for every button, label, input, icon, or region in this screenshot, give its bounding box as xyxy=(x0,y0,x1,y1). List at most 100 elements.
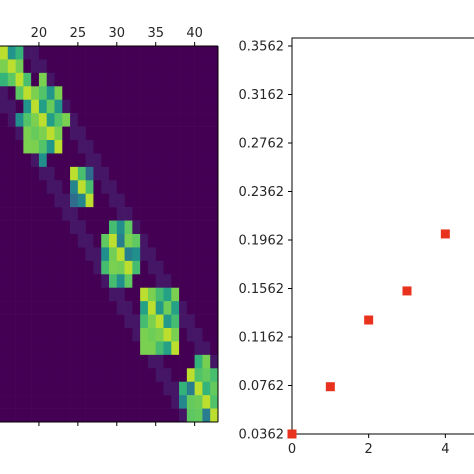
heatmap-cell xyxy=(147,59,157,74)
heatmap-cell xyxy=(46,234,55,248)
heatmap-cell xyxy=(124,354,133,369)
heatmap-cell xyxy=(101,368,110,383)
heatmap-cell xyxy=(38,341,48,356)
scatter-x-tick-label: 4 xyxy=(441,442,449,457)
heatmap-cell xyxy=(171,86,180,101)
heatmap-cell xyxy=(202,193,211,208)
heatmap-cell xyxy=(38,328,48,342)
heatmap-cell xyxy=(46,274,55,289)
heatmap-cell xyxy=(7,99,16,114)
heatmap-cell xyxy=(171,207,180,221)
heatmap-cell xyxy=(93,153,102,168)
heatmap-x-axis: 20 25 30 35 40 xyxy=(31,26,203,426)
heatmap-cell xyxy=(101,247,110,262)
heatmap-cell xyxy=(132,274,141,289)
heatmap-cell xyxy=(7,166,16,181)
heatmap-cell xyxy=(38,86,48,101)
heatmap-cell xyxy=(132,301,141,315)
heatmap-cell xyxy=(163,395,172,409)
heatmap-cell xyxy=(54,260,63,275)
heatmap-cell xyxy=(116,86,125,101)
heatmap-cell xyxy=(186,166,195,181)
heatmap-cell xyxy=(31,153,40,168)
heatmap-cell xyxy=(155,341,164,356)
heatmap-cell xyxy=(62,381,71,396)
heatmap-cell xyxy=(23,260,32,275)
heatmap-cell xyxy=(155,140,164,154)
heatmap-cell xyxy=(38,234,48,248)
heatmap-cell xyxy=(31,99,40,114)
heatmap-cell xyxy=(70,46,79,60)
heatmap-cell xyxy=(23,113,32,127)
heatmap-cell xyxy=(163,368,172,383)
heatmap-cell xyxy=(62,314,71,329)
heatmap-cell xyxy=(116,287,125,302)
heatmap-cell xyxy=(210,46,219,60)
heatmap-cell xyxy=(132,247,141,262)
heatmap-cell xyxy=(15,354,24,369)
heatmap-cell xyxy=(202,180,211,195)
heatmap-cell xyxy=(70,113,79,127)
heatmap-cell xyxy=(70,395,79,409)
heatmap-cell xyxy=(194,59,203,74)
heatmap-cell xyxy=(101,381,110,396)
heatmap-cell xyxy=(155,328,164,342)
heatmap-cell xyxy=(140,72,149,87)
heatmap-cell xyxy=(93,274,102,289)
heatmap-cell xyxy=(38,99,48,114)
heatmap-cell xyxy=(194,72,203,87)
heatmap-cell xyxy=(109,408,118,423)
heatmap-cell xyxy=(171,59,180,74)
heatmap-cell xyxy=(38,153,48,168)
heatmap-cell xyxy=(85,126,94,141)
heatmap-cell xyxy=(171,247,180,262)
heatmap-cell xyxy=(38,126,48,141)
heatmap-cell xyxy=(23,287,32,302)
heatmap-cell xyxy=(210,193,219,208)
heatmap-cell xyxy=(7,86,16,101)
heatmap-cell xyxy=(54,408,63,423)
heatmap-cell xyxy=(186,99,195,114)
heatmap-cell xyxy=(116,140,125,154)
heatmap-cell xyxy=(147,193,157,208)
heatmap-cell xyxy=(15,395,24,409)
heatmap-cell xyxy=(186,368,195,383)
heatmap-cell xyxy=(194,381,203,396)
heatmap-cell xyxy=(31,341,40,356)
heatmap-cell xyxy=(62,368,71,383)
heatmap-cell xyxy=(202,395,211,409)
heatmap-cell xyxy=(124,59,133,74)
heatmap-cell xyxy=(93,301,102,315)
heatmap-cell xyxy=(155,234,164,248)
heatmap-cell xyxy=(179,113,188,127)
heatmap-cell xyxy=(186,140,195,154)
heatmap-cell xyxy=(109,166,118,181)
heatmap-cell xyxy=(77,234,86,248)
heatmap-cell xyxy=(70,381,79,396)
heatmap-cell xyxy=(155,126,164,141)
heatmap-cell xyxy=(210,314,219,329)
heatmap-cell xyxy=(62,341,71,356)
heatmap-cell xyxy=(38,72,48,87)
heatmap-cell xyxy=(116,234,125,248)
heatmap-cell xyxy=(85,99,94,114)
heatmap-cell xyxy=(15,86,24,101)
heatmap-cell xyxy=(179,140,188,154)
heatmap-cell xyxy=(77,395,86,409)
heatmap-cell xyxy=(171,395,180,409)
heatmap-cell xyxy=(85,247,94,262)
heatmap-cell xyxy=(140,86,149,101)
heatmap-cell xyxy=(155,408,164,423)
heatmap-cell xyxy=(109,220,118,235)
heatmap-cell xyxy=(46,381,55,396)
heatmap-cell xyxy=(93,207,102,221)
heatmap-cell xyxy=(85,72,94,87)
heatmap-cell xyxy=(38,207,48,221)
heatmap-cell xyxy=(0,274,9,289)
heatmap-cell xyxy=(163,140,172,154)
heatmap-cell xyxy=(132,381,141,396)
heatmap-cell xyxy=(93,408,102,423)
heatmap-cell xyxy=(194,140,203,154)
heatmap-cell xyxy=(101,113,110,127)
heatmap-cell xyxy=(38,220,48,235)
